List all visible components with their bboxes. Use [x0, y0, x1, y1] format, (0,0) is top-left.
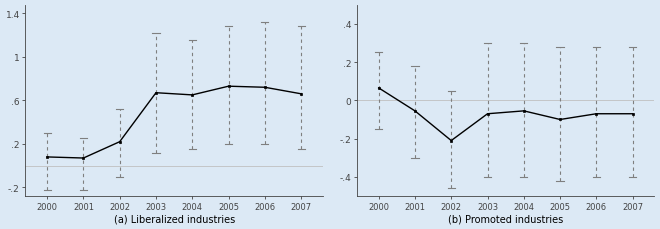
X-axis label: (b) Promoted industries: (b) Promoted industries — [448, 213, 563, 224]
X-axis label: (a) Liberalized industries: (a) Liberalized industries — [114, 213, 235, 224]
